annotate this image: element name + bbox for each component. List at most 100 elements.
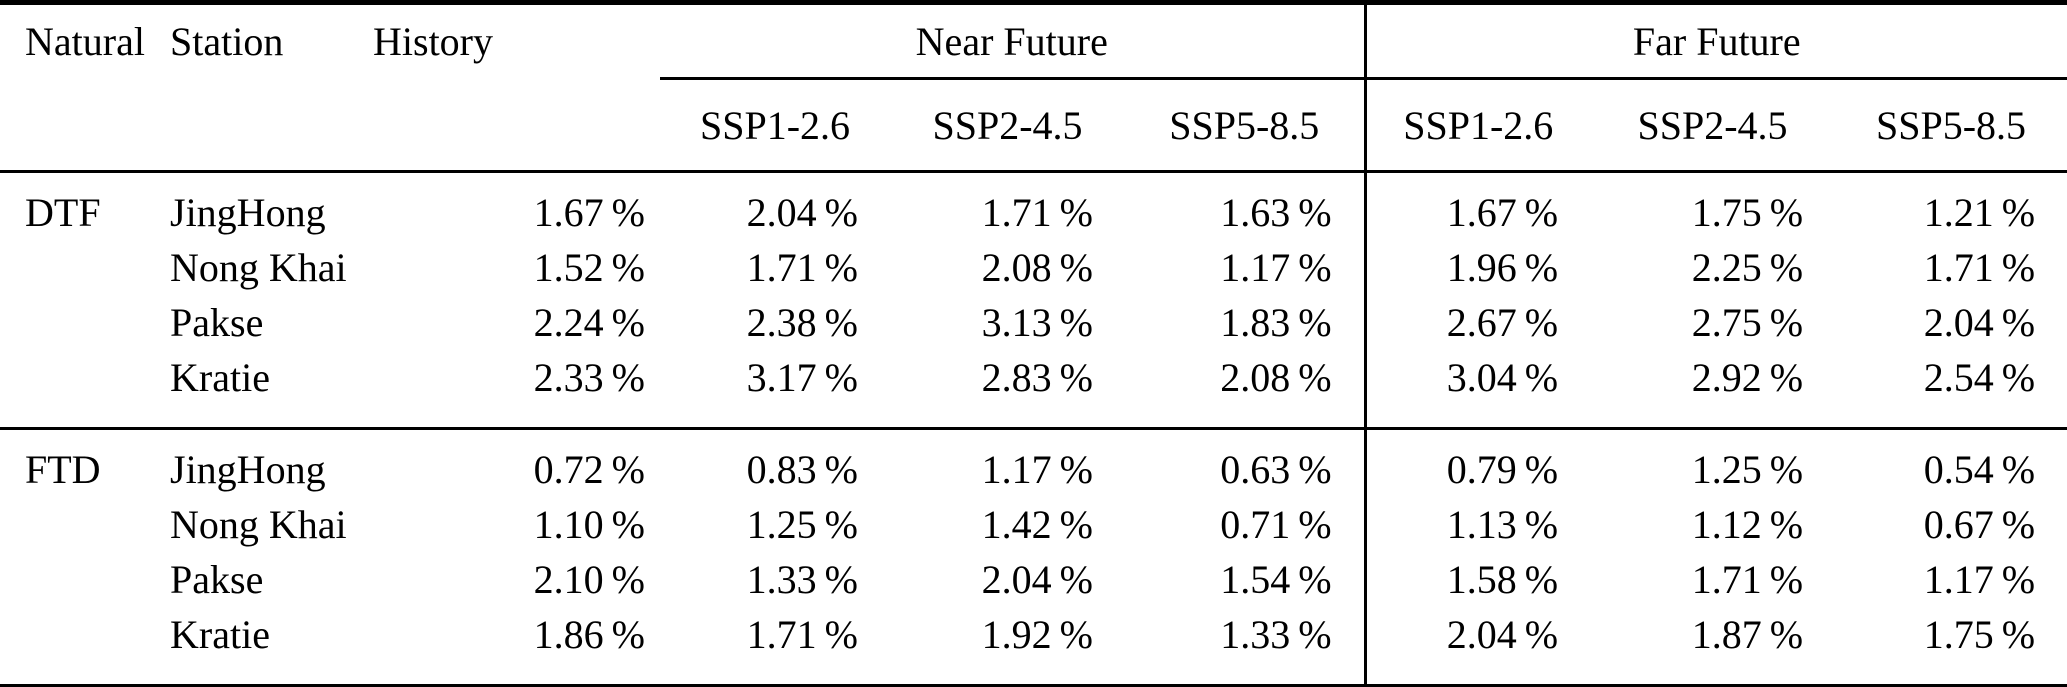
far-ssp2-cell: 1.75 %	[1691, 190, 1804, 235]
station-cell: Kratie	[170, 612, 270, 657]
header-history: History	[373, 19, 493, 65]
table-row: Kratie 2.33 % 3.17 % 2.83 % 2.08 % 3.04 …	[0, 350, 2067, 429]
near-ssp1-cell: 3.17 %	[746, 355, 858, 400]
header-far-ssp3: SSP5-8.5	[1835, 78, 2067, 173]
history-cell: 1.10 %	[533, 502, 645, 547]
group-dtf: DTF JingHong 1.67 % 2.04 % 1.71 % 1.63 %…	[0, 171, 2067, 429]
history-cell: 1.67 %	[533, 190, 645, 235]
station-cell: Nong Khai	[170, 502, 347, 547]
header-row-groups: Natural Station History Near Future Far …	[0, 2, 2067, 80]
far-ssp1-cell: 2.67 %	[1363, 295, 1591, 350]
history-cell: 1.52 %	[533, 245, 645, 290]
table-row: Kratie 1.86 % 1.71 % 1.92 % 1.33 % 2.04 …	[0, 607, 2067, 686]
far-ssp3-cell: 1.71 %	[1923, 245, 2036, 290]
group-label: DTF	[25, 190, 101, 235]
near-ssp3-cell: 1.33 %	[1220, 612, 1332, 657]
table-header: Natural Station History Near Future Far …	[0, 2, 2067, 173]
group-label: FTD	[25, 447, 101, 492]
far-ssp1-cell: 1.58 %	[1363, 552, 1591, 607]
group-label-spacer	[0, 607, 165, 686]
near-ssp3-cell: 2.08 %	[1220, 355, 1332, 400]
near-ssp3-cell: 1.63 %	[1220, 190, 1332, 235]
station-cell: Pakse	[170, 557, 264, 602]
header-station: Station	[170, 19, 284, 65]
history-cell: 2.33 %	[533, 355, 645, 400]
far-ssp1-cell: 1.96 %	[1363, 240, 1591, 295]
group-label-spacer	[0, 350, 165, 429]
near-ssp1-cell: 1.71 %	[746, 612, 858, 657]
far-ssp3-cell: 1.75 %	[1923, 612, 2036, 657]
station-cell: JingHong	[170, 447, 326, 492]
station-cell: Nong Khai	[170, 245, 347, 290]
near-ssp1-cell: 2.04 %	[746, 190, 858, 235]
table-row: Pakse 2.24 % 2.38 % 3.13 % 1.83 % 2.67 %…	[0, 295, 2067, 350]
near-ssp3-cell: 1.54 %	[1220, 557, 1332, 602]
near-ssp2-cell: 1.42 %	[981, 502, 1093, 547]
far-ssp2-cell: 1.25 %	[1691, 447, 1804, 492]
near-ssp3-cell: 0.63 %	[1220, 447, 1332, 492]
near-ssp2-cell: 1.17 %	[981, 447, 1093, 492]
group-label-spacer	[0, 295, 165, 350]
history-cell: 0.72 %	[533, 447, 645, 492]
far-ssp2-cell: 2.25 %	[1691, 245, 1804, 290]
far-ssp2-cell: 2.92 %	[1691, 355, 1804, 400]
near-ssp2-cell: 2.08 %	[981, 245, 1093, 290]
header-near-future: Near Future	[660, 2, 1366, 80]
near-ssp2-cell: 1.71 %	[981, 190, 1093, 235]
station-cell: Pakse	[170, 300, 264, 345]
far-ssp3-cell: 1.21 %	[1923, 190, 2036, 235]
table-row: Pakse 2.10 % 1.33 % 2.04 % 1.54 % 1.58 %…	[0, 552, 2067, 607]
header-natural: Natural	[25, 19, 145, 65]
far-ssp3-cell: 0.67 %	[1923, 502, 2036, 547]
group-label-spacer	[0, 240, 165, 295]
header-far-ssp2: SSP2-4.5	[1590, 78, 1836, 173]
near-ssp1-cell: 1.71 %	[746, 245, 858, 290]
table-row: DTF JingHong 1.67 % 2.04 % 1.71 % 1.63 %…	[0, 171, 2067, 240]
near-ssp1-cell: 2.38 %	[746, 300, 858, 345]
far-ssp1-cell: 0.79 %	[1363, 428, 1591, 497]
history-cell: 2.24 %	[533, 300, 645, 345]
group-label-spacer	[0, 497, 165, 552]
header-near-ssp1: SSP1-2.6	[660, 78, 890, 173]
header-row-scenarios: SSP1-2.6 SSP2-4.5 SSP5-8.5 SSP1-2.6 SSP2…	[0, 78, 2067, 173]
history-cell: 2.10 %	[533, 557, 645, 602]
near-ssp2-cell: 1.92 %	[981, 612, 1093, 657]
near-ssp3-cell: 1.83 %	[1220, 300, 1332, 345]
table-row: Nong Khai 1.10 % 1.25 % 1.42 % 0.71 % 1.…	[0, 497, 2067, 552]
far-ssp2-cell: 1.87 %	[1691, 612, 1804, 657]
far-ssp2-cell: 2.75 %	[1691, 300, 1804, 345]
far-ssp2-cell: 1.12 %	[1691, 502, 1804, 547]
near-ssp1-cell: 1.25 %	[746, 502, 858, 547]
near-ssp2-cell: 2.04 %	[981, 557, 1093, 602]
near-ssp2-cell: 3.13 %	[981, 300, 1093, 345]
far-ssp3-cell: 2.54 %	[1923, 355, 2036, 400]
near-ssp1-cell: 0.83 %	[746, 447, 858, 492]
header-near-ssp2: SSP2-4.5	[890, 78, 1125, 173]
group-label-spacer	[0, 552, 165, 607]
far-ssp1-cell: 1.67 %	[1363, 171, 1591, 240]
history-cell: 1.86 %	[533, 612, 645, 657]
far-ssp2-cell: 1.71 %	[1691, 557, 1804, 602]
far-ssp1-cell: 2.04 %	[1363, 607, 1591, 686]
near-ssp1-cell: 1.33 %	[746, 557, 858, 602]
far-ssp3-cell: 1.17 %	[1923, 557, 2036, 602]
near-ssp3-cell: 1.17 %	[1220, 245, 1332, 290]
header-spacer	[0, 78, 165, 173]
header-far-ssp1: SSP1-2.6	[1363, 78, 1591, 173]
table-row: FTD JingHong 0.72 % 0.83 % 1.17 % 0.63 %…	[0, 428, 2067, 497]
header-far-future: Far Future	[1363, 2, 2067, 80]
near-ssp3-cell: 0.71 %	[1220, 502, 1332, 547]
near-ssp2-cell: 2.83 %	[981, 355, 1093, 400]
far-ssp3-cell: 0.54 %	[1923, 447, 2036, 492]
station-cell: Kratie	[170, 355, 270, 400]
table-row: Nong Khai 1.52 % 1.71 % 2.08 % 1.17 % 1.…	[0, 240, 2067, 295]
station-cell: JingHong	[170, 190, 326, 235]
far-ssp1-cell: 3.04 %	[1363, 350, 1591, 429]
far-ssp3-cell: 2.04 %	[1923, 300, 2036, 345]
far-ssp1-cell: 1.13 %	[1363, 497, 1591, 552]
group-ftd: FTD JingHong 0.72 % 0.83 % 1.17 % 0.63 %…	[0, 428, 2067, 686]
header-near-ssp3: SSP5-8.5	[1125, 78, 1366, 173]
header-spacer	[365, 78, 660, 173]
header-spacer	[165, 78, 365, 173]
